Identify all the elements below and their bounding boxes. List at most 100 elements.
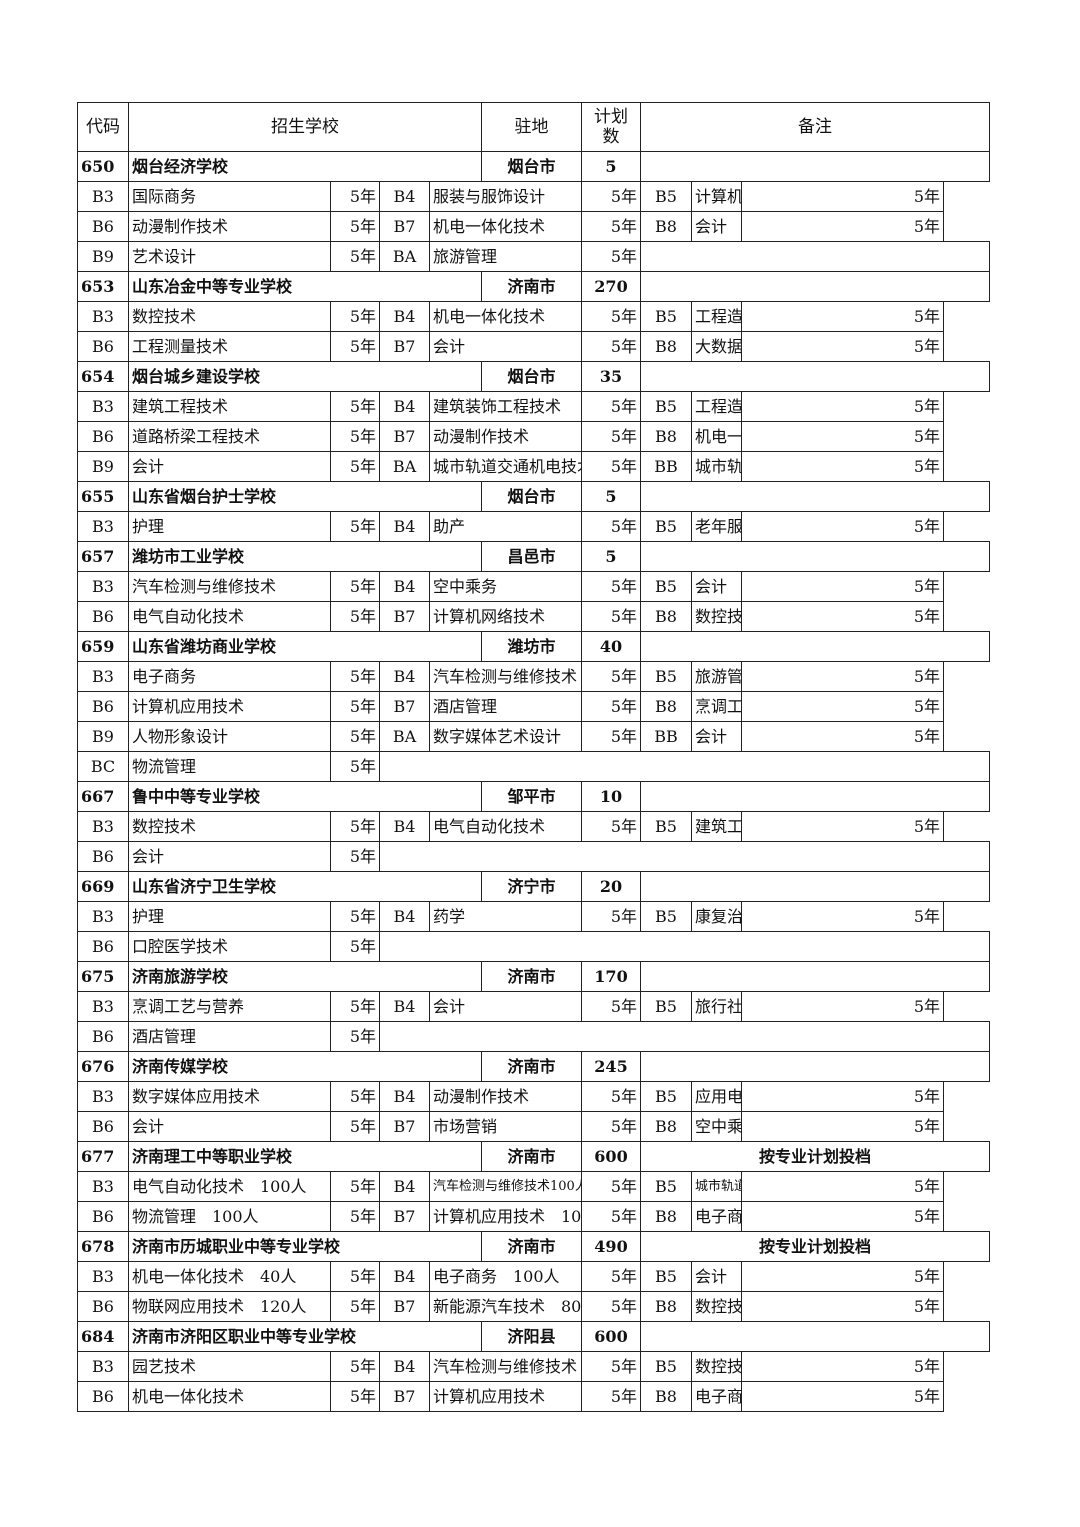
major-name: 数控技术: [691, 1351, 742, 1382]
major-name: 物流管理 100人: [128, 1201, 331, 1232]
major-code: B5: [640, 571, 692, 602]
major-name: 物联网应用技术 120人: [128, 1291, 331, 1322]
major-name: 会计: [691, 571, 742, 602]
major-duration: 5年: [330, 691, 380, 722]
major-code: B7: [379, 1201, 430, 1232]
major-name: 机电一体化技术: [429, 211, 582, 242]
major-duration: 5年: [741, 811, 944, 842]
major-code: B6: [77, 1291, 129, 1322]
major-code: B5: [640, 661, 692, 692]
major-code: B5: [640, 301, 692, 332]
major-name: 城市轨道交通运营管理: [691, 451, 742, 482]
school-code: 676: [77, 1051, 129, 1082]
major-row: B3烹调工艺与营养5年B4会计5年B5旅行社经营管理5年: [77, 991, 990, 1022]
major-name: 电子商务 100人: [429, 1261, 582, 1292]
major-name: 数字媒体艺术设计: [429, 721, 582, 752]
major-code: B8: [640, 211, 692, 242]
school-plan: 270: [581, 271, 641, 302]
major-duration: 5年: [581, 1201, 641, 1232]
major-row: B6电气自动化技术5年B7计算机网络技术5年B8数控技术5年: [77, 601, 990, 632]
major-duration: 5年: [330, 1171, 380, 1202]
major-code: B5: [640, 511, 692, 542]
major-duration: 5年: [581, 1351, 641, 1382]
major-name: 城市轨道交通机电技术: [429, 451, 582, 482]
major-name: 助产: [429, 511, 582, 542]
school-code: 655: [77, 481, 129, 512]
major-duration: 5年: [741, 661, 944, 692]
major-name: 建筑工程技术: [691, 811, 742, 842]
school-plan: 490: [581, 1231, 641, 1262]
major-row: B3建筑工程技术5年B4建筑装饰工程技术5年B5工程造价5年: [77, 391, 990, 422]
major-name: 计算机应用技术 100人: [429, 1201, 582, 1232]
major-code: B8: [640, 1291, 692, 1322]
major-code: B4: [379, 901, 430, 932]
major-name: 计算机应用技术: [691, 181, 742, 212]
major-duration: 5年: [330, 181, 380, 212]
major-code: B8: [640, 331, 692, 362]
major-duration: 5年: [330, 721, 380, 752]
major-name: 电子商务: [691, 1381, 742, 1412]
major-code: B4: [379, 181, 430, 212]
major-name: 汽车检测与维修技术: [429, 661, 582, 692]
major-name: 药学: [429, 901, 582, 932]
school-name: 济南市济阳区职业中等专业学校: [128, 1321, 482, 1352]
major-row: B6工程测量技术5年B7会计5年B8大数据技术与应用5年: [77, 331, 990, 362]
major-code: B5: [640, 991, 692, 1022]
major-duration: 5年: [581, 391, 641, 422]
major-row: B6会计5年B7市场营销5年B8空中乘务5年: [77, 1111, 990, 1142]
school-location: 济南市: [481, 1051, 582, 1082]
major-code: B5: [640, 901, 692, 932]
major-code: B3: [77, 991, 129, 1022]
major-name: 建筑装饰工程技术: [429, 391, 582, 422]
major-duration: 5年: [741, 451, 944, 482]
major-code: B9: [77, 451, 129, 482]
major-duration: 5年: [741, 1081, 944, 1112]
major-duration: 5年: [741, 181, 944, 212]
school-code: 677: [77, 1141, 129, 1172]
major-code: B3: [77, 1171, 129, 1202]
major-code: B3: [77, 391, 129, 422]
major-duration: 5年: [581, 691, 641, 722]
school-code: 667: [77, 781, 129, 812]
major-name: 新能源汽车技术 80人: [429, 1291, 582, 1322]
major-name: 汽车检测与维修技术: [429, 1351, 582, 1382]
major-code: B5: [640, 1171, 692, 1202]
major-name: 计算机应用技术: [128, 691, 331, 722]
header-school: 招生学校: [128, 102, 482, 152]
major-duration: 5年: [741, 331, 944, 362]
major-code: B6: [77, 1381, 129, 1412]
major-duration: 5年: [330, 1381, 380, 1412]
major-duration: 5年: [330, 931, 380, 962]
major-row: B3护理5年B4助产5年B5老年服务与管理5年: [77, 511, 990, 542]
major-name: 会计: [429, 991, 582, 1022]
major-code: BC: [77, 751, 129, 782]
major-duration: 5年: [581, 901, 641, 932]
major-code: B4: [379, 571, 430, 602]
school-note: [640, 961, 990, 992]
major-duration: 5年: [330, 571, 380, 602]
major-row: B6 动漫制作技术 5年 B7 机电一体化技术 5年 B8 会计 5年: [77, 211, 990, 242]
major-code: B7: [379, 1381, 430, 1412]
major-code: BA: [379, 451, 430, 482]
major-code: B3: [77, 661, 129, 692]
major-duration: 5年: [330, 1081, 380, 1112]
major-duration: 5年: [741, 1261, 944, 1292]
major-name: 计算机网络技术: [429, 601, 582, 632]
major-code: B7: [379, 421, 430, 452]
major-duration: 5年: [581, 1171, 641, 1202]
major-code: B4: [379, 1081, 430, 1112]
major-row: B6道路桥梁工程技术5年B7动漫制作技术5年B8机电一体化技术5年: [77, 421, 990, 452]
major-name: 数控技术: [128, 811, 331, 842]
school-location: 济阳县: [481, 1321, 582, 1352]
major-name: 城市轨道交通机电技术100人: [691, 1171, 742, 1202]
major-row: B3护理5年B4药学5年B5康复治疗技术5年: [77, 901, 990, 932]
major-code: B8: [640, 601, 692, 632]
school-code: 654: [77, 361, 129, 392]
school-name: 山东省潍坊商业学校: [128, 631, 482, 662]
school-code: 657: [77, 541, 129, 572]
school-note: [640, 1321, 990, 1352]
major-duration: 5年: [741, 1171, 944, 1202]
major-duration: 5年: [581, 1111, 641, 1142]
major-duration: 5年: [581, 241, 641, 272]
school-location: 烟台市: [481, 361, 582, 392]
